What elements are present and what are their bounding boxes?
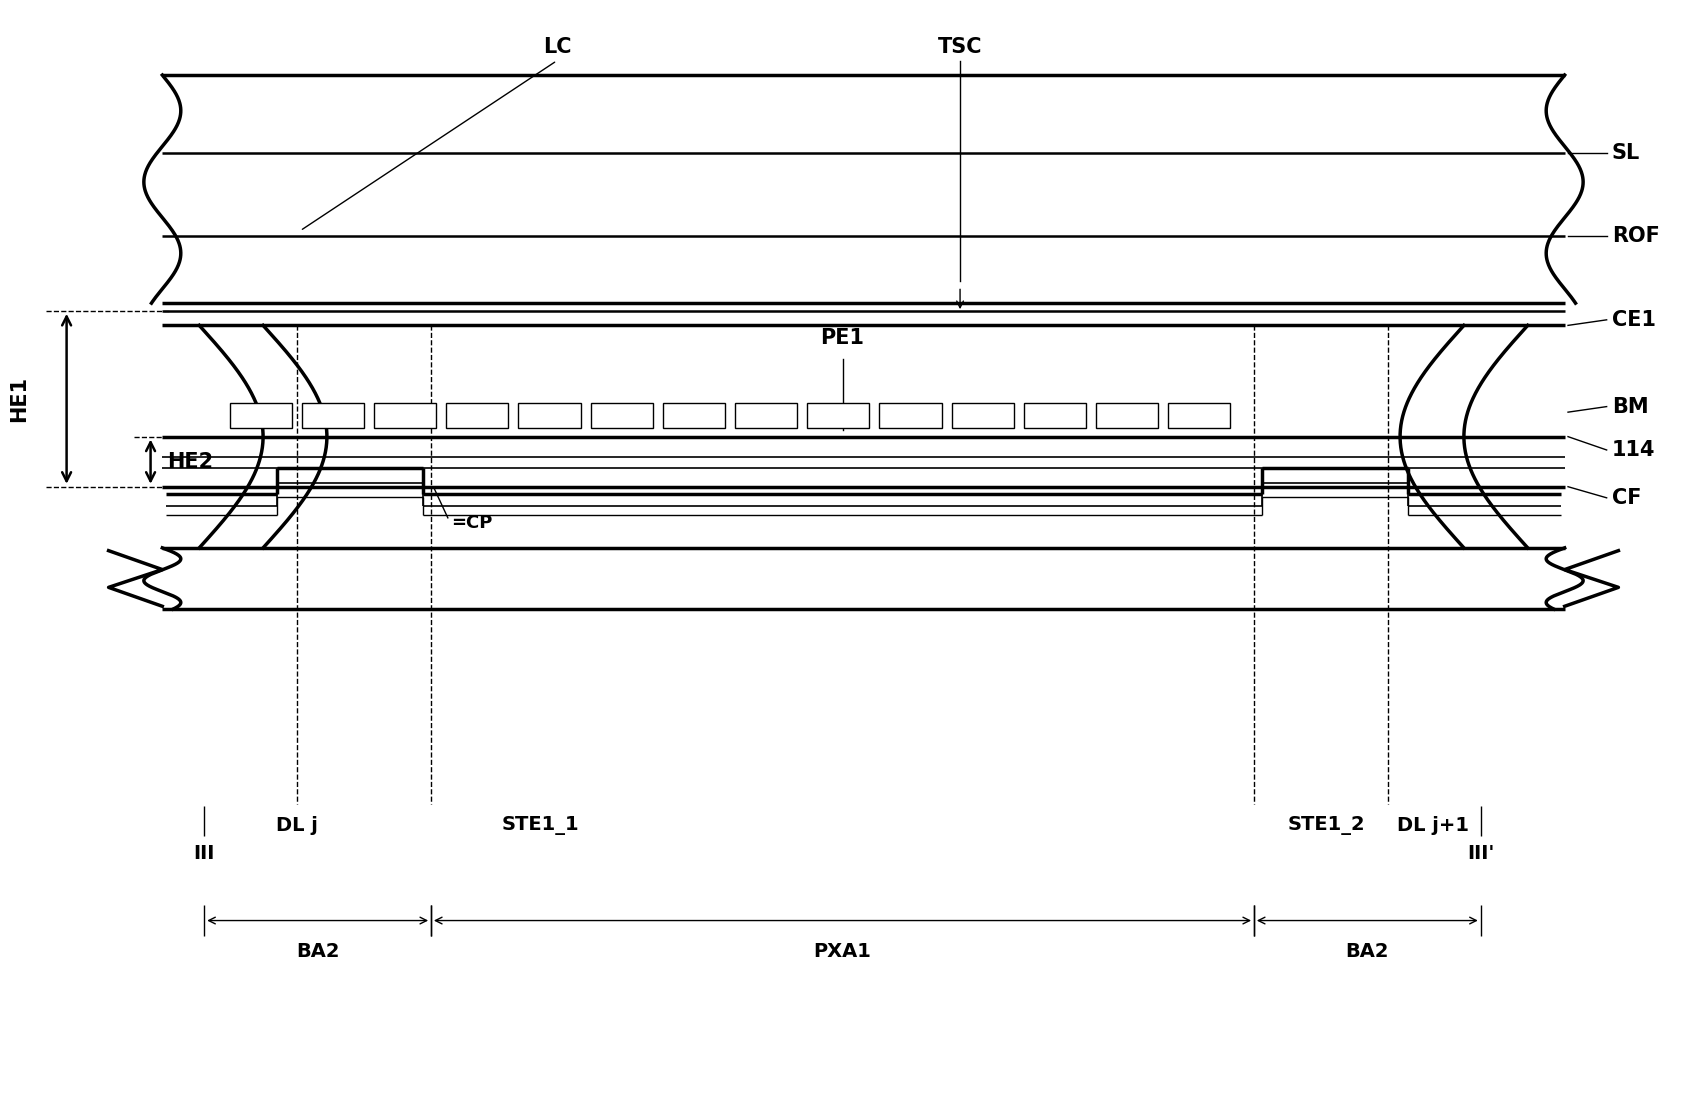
Bar	[302, 404, 364, 428]
Text: CE1: CE1	[1611, 310, 1656, 330]
Bar	[590, 404, 652, 428]
Text: III': III'	[1468, 844, 1495, 863]
Bar	[374, 404, 436, 428]
Text: PE1: PE1	[821, 328, 864, 348]
Text: DL j+1: DL j+1	[1397, 816, 1469, 835]
Bar	[735, 404, 797, 428]
Bar	[807, 404, 869, 428]
Text: CF: CF	[1611, 487, 1641, 508]
Text: III: III	[194, 844, 216, 863]
Text: HE2: HE2	[167, 452, 214, 472]
Text: BA2: BA2	[1346, 942, 1388, 961]
Bar	[1168, 404, 1230, 428]
Text: LC: LC	[543, 37, 571, 57]
Text: TSC: TSC	[939, 37, 982, 57]
Text: SL: SL	[1611, 143, 1640, 163]
Bar	[229, 404, 292, 428]
Text: BA2: BA2	[297, 942, 339, 961]
Bar	[447, 404, 509, 428]
Text: PXA1: PXA1	[814, 942, 871, 961]
Text: STE1_1: STE1_1	[502, 816, 580, 835]
Text: HE1: HE1	[10, 376, 30, 421]
Bar	[952, 404, 1014, 428]
Text: BM: BM	[1611, 397, 1648, 417]
Text: DL j: DL j	[276, 816, 317, 835]
Text: ROF: ROF	[1611, 226, 1660, 246]
Bar	[519, 404, 581, 428]
Bar	[1024, 404, 1087, 428]
Bar	[662, 404, 725, 428]
Bar	[1097, 404, 1158, 428]
Text: =CP: =CP	[452, 514, 492, 532]
Text: 114: 114	[1611, 440, 1655, 459]
Text: STE1_2: STE1_2	[1287, 816, 1365, 835]
Bar	[880, 404, 942, 428]
